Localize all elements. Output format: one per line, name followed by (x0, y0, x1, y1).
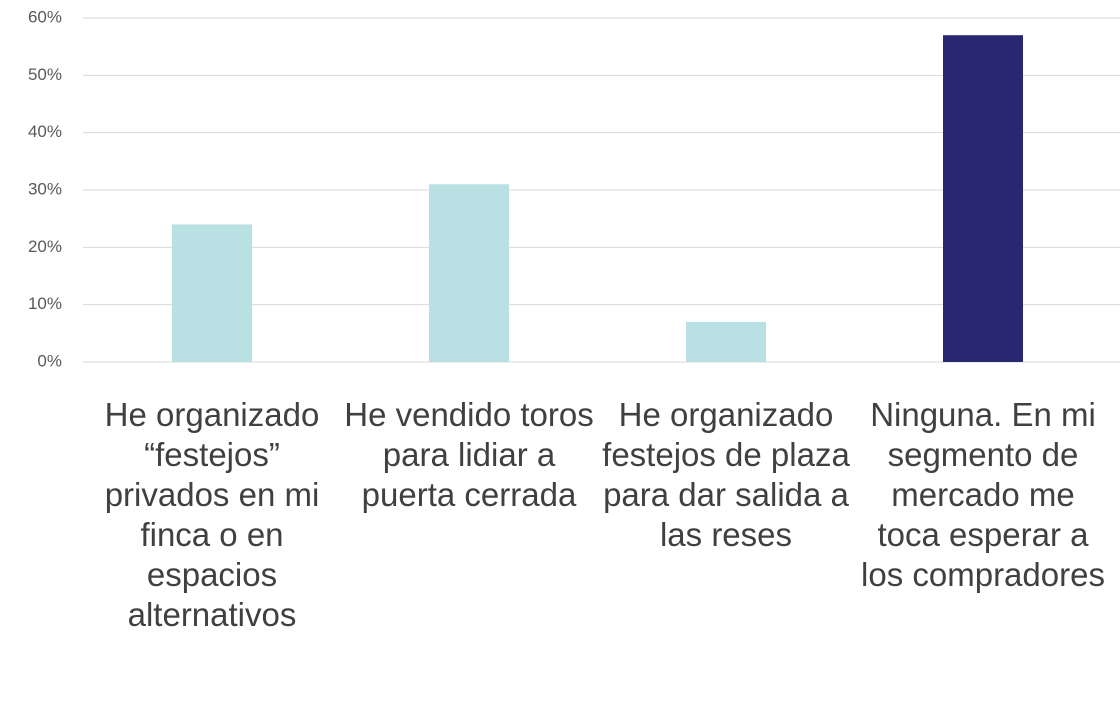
y-tick-label: 30% (28, 179, 62, 198)
x-tick-label: He vendido toros para lidiar a puerta ce… (344, 396, 594, 513)
bar (686, 321, 766, 362)
y-tick-label: 60% (28, 7, 62, 26)
bar (172, 224, 252, 362)
x-tick-label: Ninguna. En mi segmento de mercado me to… (861, 396, 1105, 593)
bar (943, 35, 1023, 362)
bar (429, 184, 509, 362)
y-tick-label: 0% (37, 351, 62, 370)
y-tick-label: 10% (28, 294, 62, 313)
y-tick-label: 40% (28, 122, 62, 141)
y-tick-label: 20% (28, 237, 62, 256)
y-tick-label: 50% (28, 65, 62, 84)
x-tick-label: He organizado festejos de plaza para dar… (602, 396, 850, 553)
x-tick-label: He organizado “festejos” privados en mi … (104, 396, 320, 633)
